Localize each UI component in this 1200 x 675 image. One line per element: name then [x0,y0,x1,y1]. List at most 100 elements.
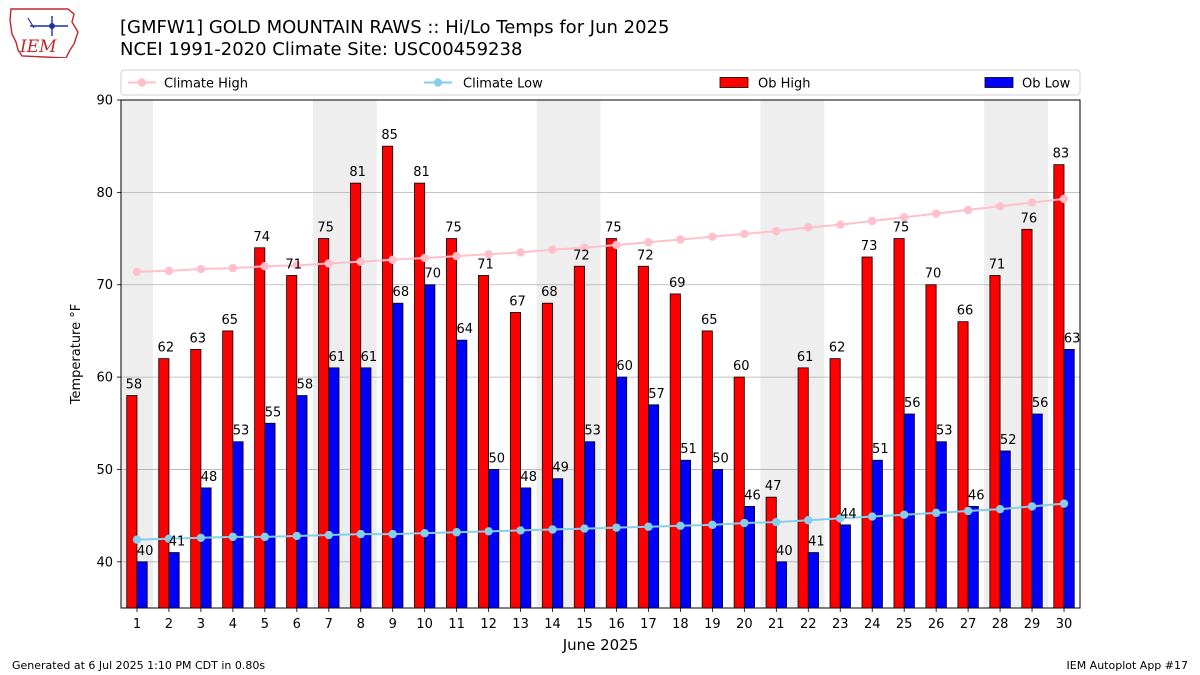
ob-high-label: 70 [925,267,942,282]
ob-low-label: 48 [201,470,218,485]
bar-ob-high [158,358,170,609]
legend-box [120,69,1081,96]
ob-high-label: 61 [797,350,814,365]
x-tick-label: 19 [704,617,721,632]
bar-ob-high [382,145,394,609]
ob-high-label: 75 [605,221,622,236]
ob-low-label: 41 [169,535,186,550]
ob-high-label: 75 [445,221,462,236]
ob-low-label: 50 [488,451,505,466]
climate-low-point [644,522,653,531]
climate-high-point [772,226,781,236]
x-tick-label: 29 [1024,617,1041,632]
app-label: IEM Autoplot App #17 [1066,659,1189,672]
climate-high-point [931,209,941,218]
climate-low-point [804,516,813,525]
legend-ob-low-swatch [984,77,1014,88]
bar-ob-low [648,404,660,609]
climate-high-point [612,240,621,250]
climate-low-point [899,510,909,519]
ob-high-label: 65 [701,313,718,328]
bar-ob-low [967,505,979,609]
bar-ob-high [765,496,777,609]
ob-high-label: 81 [349,165,366,180]
ob-low-label: 50 [712,451,729,466]
climate-high-point [484,250,493,259]
climate-high-point [708,232,717,241]
ob-low-label: 53 [584,424,601,439]
bar-ob-low [136,561,148,609]
ob-low-label: 57 [648,387,665,402]
x-tick-label: 10 [416,617,433,632]
climate-high-point [1059,194,1069,204]
bar-ob-high [477,275,490,609]
bar-ob-high [925,284,937,609]
ob-low-label: 61 [329,350,346,365]
climate-high-point [740,229,749,239]
bar-ob-low [424,284,436,609]
climate-high-point [836,220,845,229]
climate-high-point [132,267,142,276]
ob-low-label: 58 [297,378,314,393]
bar-ob-low [488,469,500,609]
x-tick-label: 13 [512,617,529,632]
bar-ob-low [1031,413,1043,609]
climate-low-point [516,526,525,535]
ob-high-label: 75 [893,221,910,236]
legend-climate-high-marker [137,78,147,87]
climate-high-point [868,216,877,226]
climate-low-line [136,502,1065,541]
bar-ob-low [456,339,468,609]
climate-low-point [740,518,749,528]
bar-ob-high [605,238,617,609]
ob-low-label: 56 [1032,396,1049,411]
x-tick-label: 24 [864,617,881,632]
bar-ob-high [893,238,905,609]
climate-low-point [484,527,493,536]
ob-high-label: 68 [541,285,558,300]
legend-climate-high-label: Climate High [164,77,248,92]
ob-high-label: 71 [285,257,302,272]
ob-low-label: 44 [840,507,857,522]
climate-low-point [772,517,781,527]
bar-ob-high [350,182,362,609]
climate-low-point [836,514,845,523]
bar-ob-high [509,312,521,609]
bar-ob-low [935,441,947,609]
ob-low-label: 40 [776,544,793,559]
ob-high-label: 71 [477,257,494,272]
ob-low-label: 53 [233,424,250,439]
bar-ob-high [989,275,1001,609]
x-tick-label: 6 [293,617,301,632]
y-tick-label: 90 [96,94,113,109]
climate-high-point [452,251,461,261]
climate-high-point [995,202,1005,211]
ob-low-label: 40 [137,544,154,559]
x-tick-label: 18 [672,617,689,632]
climate-high-point [164,266,174,276]
ob-low-label: 49 [552,461,569,476]
climate-low-point [356,529,365,539]
ob-high-label: 85 [381,128,398,143]
bar-ob-high [318,238,330,609]
bar-ob-high [573,265,585,609]
climate-low-point [260,532,270,542]
ob-high-label: 72 [573,248,590,263]
legend-ob-low-label: Ob Low [1022,77,1071,92]
x-tick-label: 9 [389,617,397,632]
bar-ob-high [861,256,873,609]
climate-low-point [452,528,461,537]
x-tick-label: 3 [197,617,205,632]
bar-ob-low [775,561,787,609]
x-tick-label: 16 [608,617,625,632]
climate-low-point [708,520,717,530]
bar-ob-high [637,265,649,609]
y-tick-label: 70 [96,278,113,293]
ob-low-label: 55 [265,405,282,420]
x-tick-label: 30 [1056,617,1073,632]
ob-high-label: 58 [126,378,143,393]
logo-text: IEM [19,37,57,57]
climate-high-point [196,264,206,274]
x-tick-label: 1 [133,617,141,632]
